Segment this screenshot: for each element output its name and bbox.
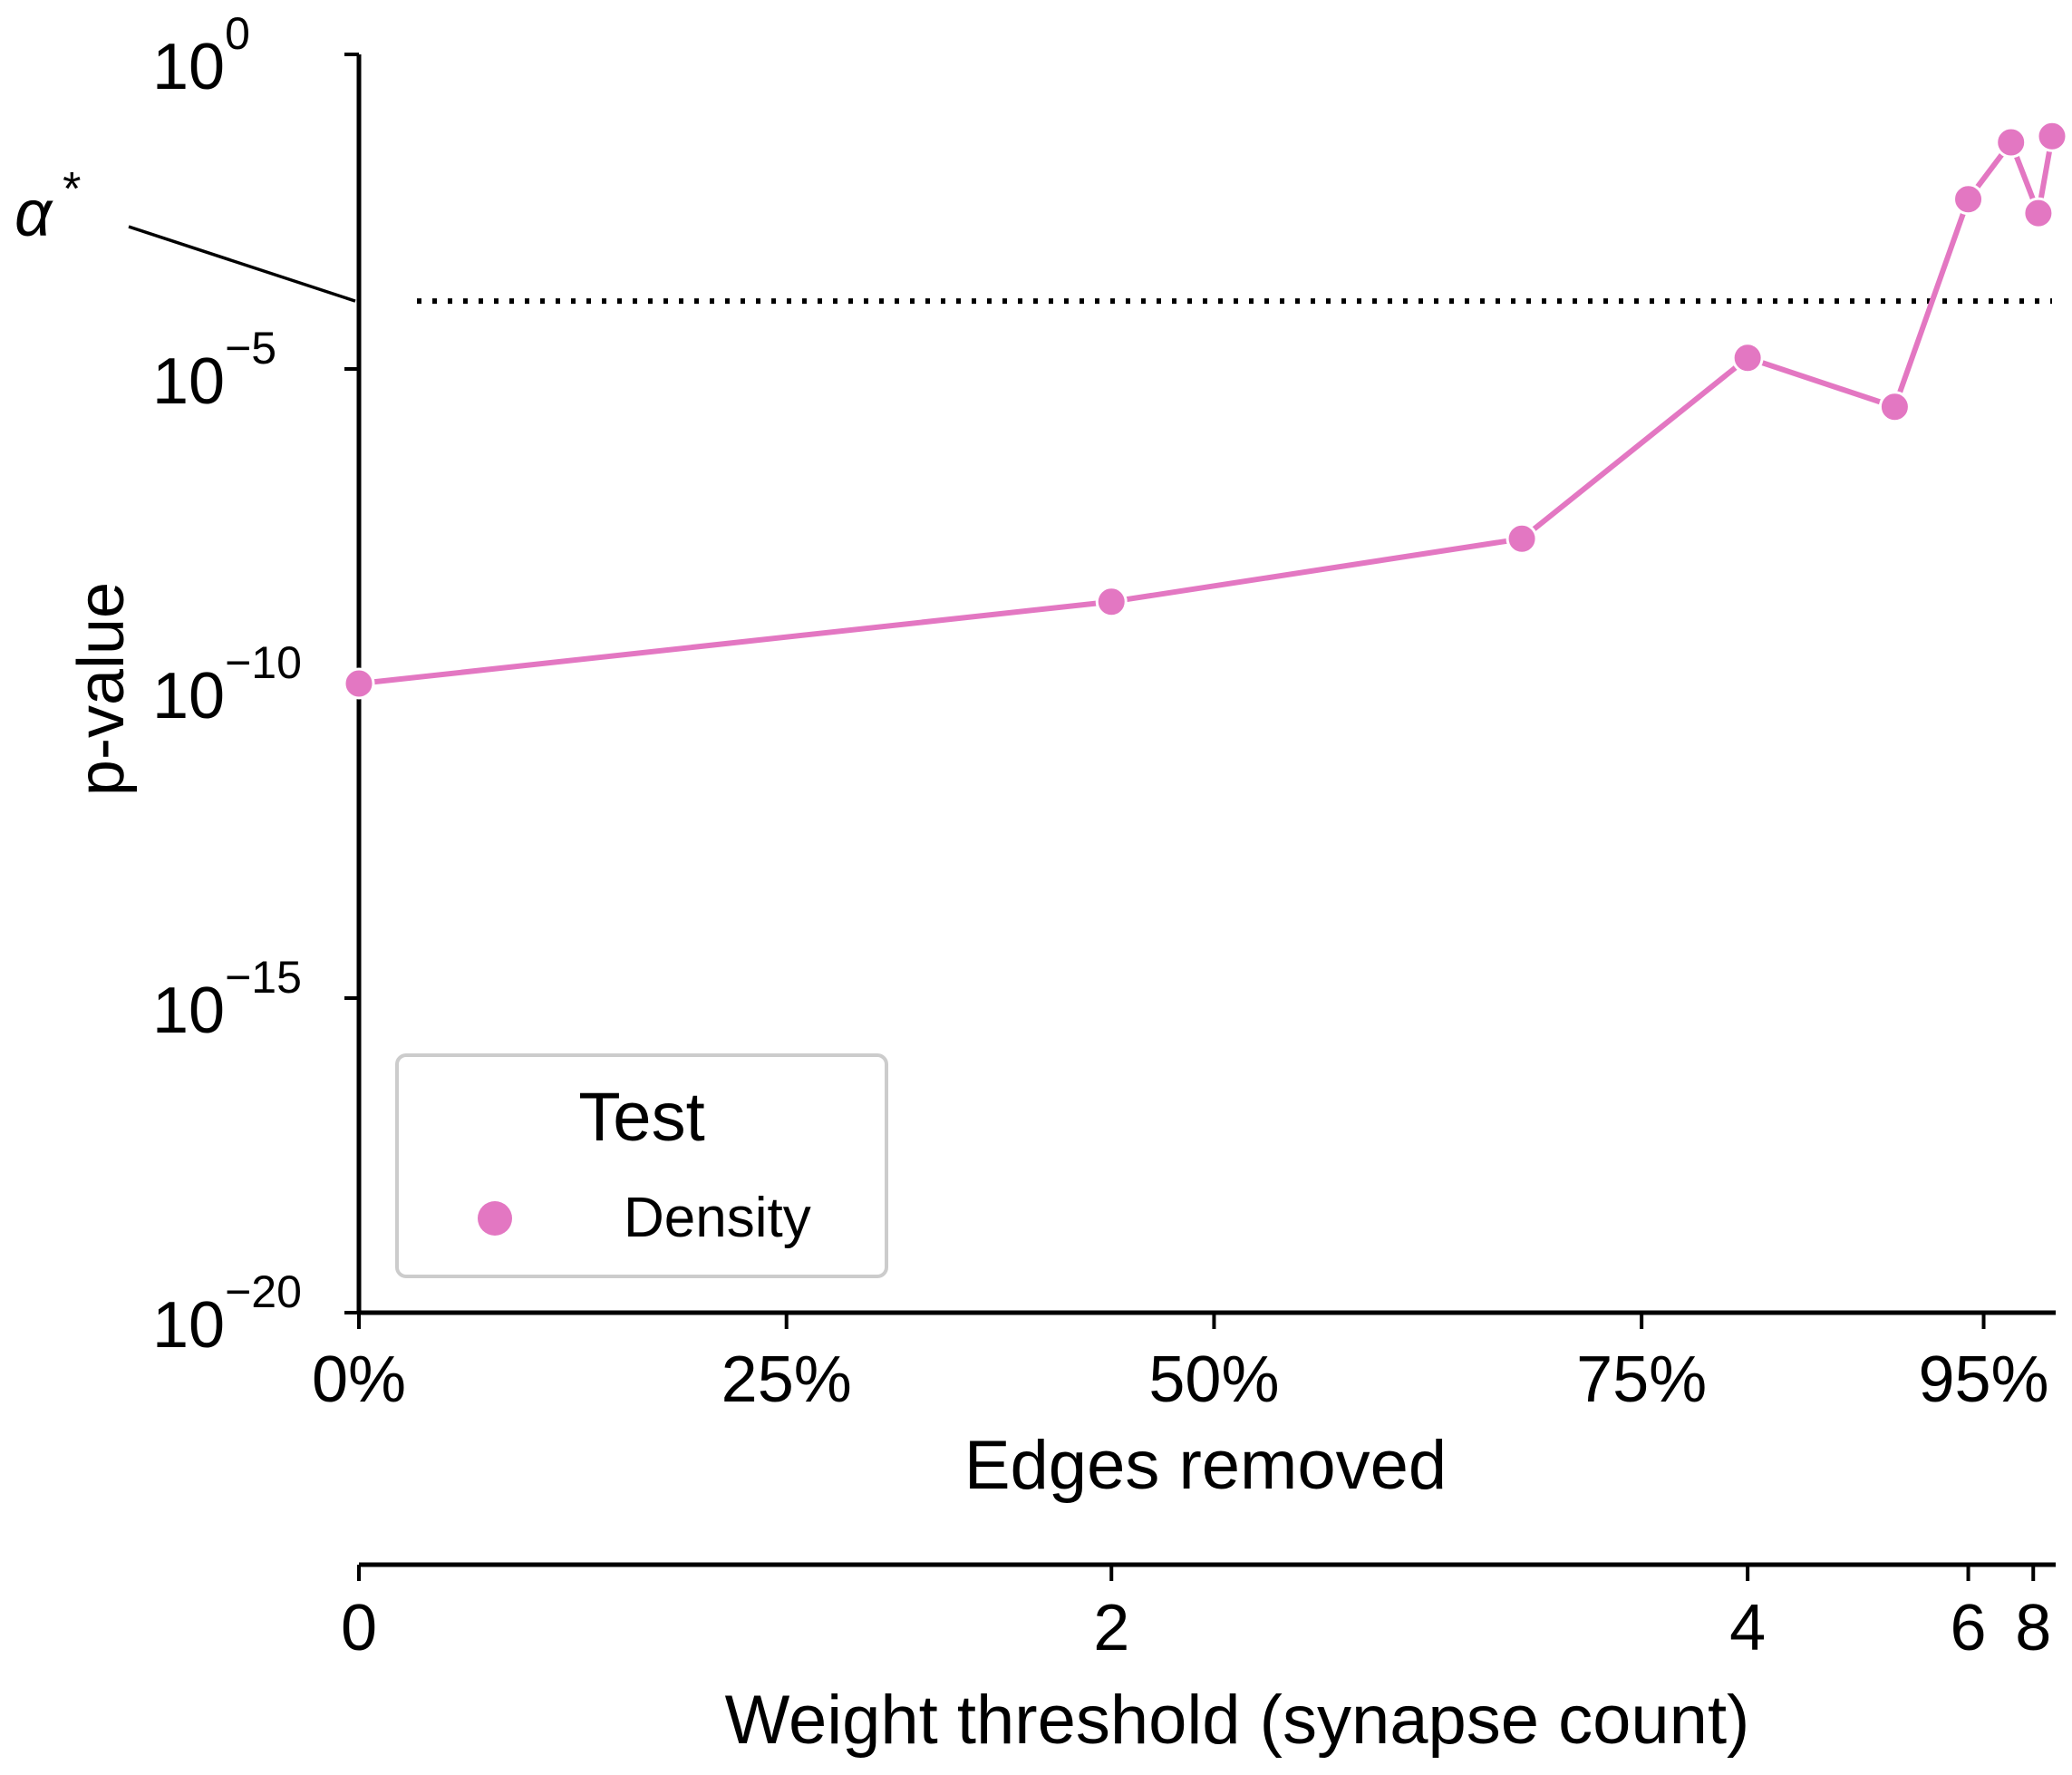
data-point-density (2022, 197, 2055, 229)
x-tick-label: 25% (721, 1343, 852, 1416)
legend-marker-density (478, 1201, 512, 1236)
alpha-label: α * (15, 163, 81, 250)
legend-label-density: Density (624, 1187, 811, 1249)
x-tick-label: 0% (312, 1343, 406, 1416)
secondary-x-axis-label: Weight threshold (synapse count) (725, 1682, 1750, 1759)
x-tick-label: 75% (1576, 1343, 1707, 1416)
y-ticks: 100 10−5 10−10 10−15 10−20 (152, 8, 359, 1362)
legend-title: Test (578, 1079, 704, 1156)
data-point-density (1731, 342, 1764, 374)
secondary-x-tick-label: 6 (1951, 1592, 1987, 1664)
x-axis-label: Edges removed (964, 1427, 1447, 1504)
secondary-x-tick-label: 4 (1729, 1592, 1766, 1664)
data-point-density (1952, 183, 1985, 216)
y-tick-label: 10−10 (152, 637, 302, 732)
series-points-density (343, 120, 2068, 700)
y-tick-label: 10−20 (152, 1266, 302, 1362)
y-tick-label: 10−5 (152, 323, 276, 418)
y-tick-label: 10−15 (152, 952, 302, 1047)
y-axis-label: p-value (65, 582, 138, 796)
data-point-density (1995, 126, 2028, 159)
data-point-density (1095, 586, 1128, 618)
data-point-density (2036, 120, 2068, 152)
x-tick-label: 50% (1148, 1343, 1279, 1416)
secondary-x-tick-label: 2 (1093, 1592, 1129, 1664)
y-tick-label: 100 (152, 8, 250, 103)
x-tick-label: 95% (1918, 1343, 2048, 1416)
secondary-x-tick-label: 0 (341, 1592, 377, 1664)
series-line-density (358, 135, 2055, 686)
data-point-density (1506, 522, 1538, 555)
legend-frame (395, 1053, 888, 1278)
data-point-density (1878, 391, 1911, 423)
data-point-density (343, 667, 375, 700)
secondary-x-tick-label: 8 (2015, 1592, 2051, 1664)
x-ticks: 0% 25% 50% 75% 95% (312, 1313, 2049, 1416)
legend: Test Density (395, 1053, 888, 1278)
alpha-pointer-line (128, 225, 356, 303)
alpha-label-superscript: * (63, 163, 81, 216)
